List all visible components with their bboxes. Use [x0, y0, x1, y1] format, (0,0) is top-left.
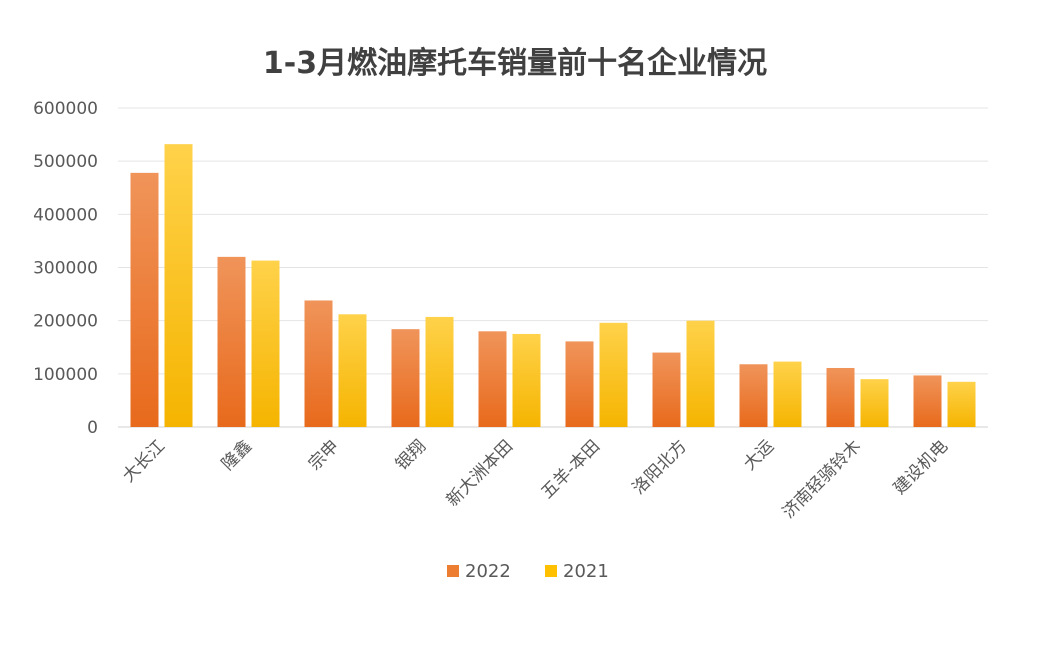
y-tick-label: 200000 — [33, 312, 98, 332]
legend-label-2021: 2021 — [563, 561, 609, 582]
category-label: 济南轻骑铃木 — [779, 436, 865, 522]
y-tick-label: 0 — [87, 418, 98, 438]
bar-2022-4 — [478, 331, 507, 427]
legend: 2022 2021 — [447, 561, 609, 582]
bar-2022-2 — [304, 300, 333, 427]
bar-2021-5 — [599, 322, 628, 427]
legend-swatch-2022 — [447, 565, 459, 577]
category-label: 建设机电 — [890, 436, 952, 498]
bar-2021-1 — [251, 260, 280, 427]
bar-2021-6 — [686, 320, 715, 427]
bar-2022-5 — [565, 341, 594, 427]
bars — [130, 144, 976, 428]
y-tick-label: 500000 — [33, 152, 98, 172]
legend-swatch-2021 — [545, 565, 557, 577]
x-axis: 大长江 隆鑫 宗申 银翔 新大洲本田 五羊-本田 洛阳北方 大运 济南轻骑铃木 建设机电 — [119, 436, 952, 522]
bar-2021-9 — [947, 381, 976, 427]
bar-2021-0 — [164, 144, 193, 428]
category-label: 大长江 — [119, 436, 169, 486]
category-label: 新大洲本田 — [443, 436, 517, 510]
category-label: 隆鑫 — [218, 436, 256, 474]
bar-2022-9 — [913, 375, 942, 427]
chart-title: 1-3月燃油摩托车销量前十名企业情况 — [262, 46, 768, 81]
y-tick-label: 400000 — [33, 205, 98, 225]
legend-label-2022: 2022 — [465, 561, 511, 582]
category-label: 五羊-本田 — [537, 436, 604, 503]
bar-2021-4 — [512, 333, 541, 427]
bar-2022-7 — [739, 364, 768, 427]
bar-2021-7 — [773, 361, 802, 427]
category-label: 银翔 — [392, 436, 430, 474]
y-tick-label: 300000 — [33, 259, 98, 279]
bar-2021-3 — [425, 316, 454, 427]
y-tick-label: 600000 — [33, 99, 98, 119]
category-label: 宗申 — [305, 436, 343, 474]
category-label: 大运 — [740, 436, 778, 474]
category-label: 洛阳北方 — [629, 436, 691, 498]
gridlines — [118, 107, 988, 428]
y-axis: 0 100000 200000 300000 400000 500000 600000 — [33, 99, 98, 438]
bar-2021-2 — [338, 314, 367, 427]
bar-2021-8 — [860, 379, 889, 427]
bar-2022-0 — [130, 172, 159, 427]
bar-2022-8 — [826, 367, 855, 427]
bar-2022-1 — [217, 256, 246, 427]
bar-2022-3 — [391, 329, 420, 427]
y-tick-label: 100000 — [33, 365, 98, 385]
bar-2022-6 — [652, 352, 681, 427]
